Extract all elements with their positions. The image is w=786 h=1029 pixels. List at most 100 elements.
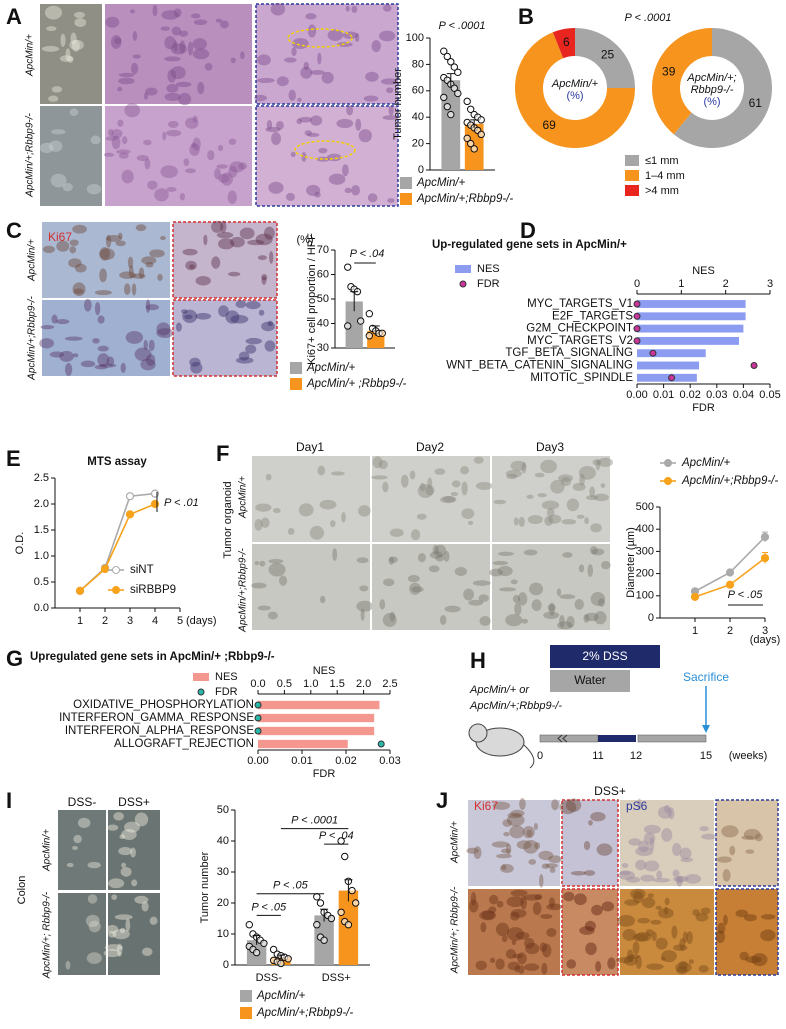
micrograph-texture [497, 565, 513, 577]
micrograph-texture [479, 910, 496, 921]
micrograph-texture [230, 236, 245, 248]
micrograph-texture [94, 290, 112, 296]
micrograph-texture [62, 182, 73, 192]
data-point [337, 908, 345, 916]
x-axis-title: (days) [750, 634, 781, 646]
micrograph-texture [173, 40, 178, 52]
micrograph-texture [149, 916, 158, 925]
micrograph-texture [461, 481, 468, 496]
data-point [351, 899, 360, 907]
micrograph-texture [51, 314, 58, 324]
y-tick-label: 0.0 [34, 602, 49, 614]
micrograph-texture [715, 930, 726, 944]
y-tick-label: 80 [412, 58, 424, 70]
micrograph-texture [121, 828, 137, 840]
fdr-dot [377, 740, 385, 748]
legend-label: siNT [130, 564, 154, 576]
micrograph-texture [480, 922, 487, 933]
micrograph-texture [240, 51, 245, 60]
donut-segment [673, 28, 773, 148]
micrograph-texture [583, 840, 591, 851]
p-value: P < .05 [728, 589, 764, 601]
micrograph-texture [517, 952, 527, 965]
micrograph-texture [688, 959, 694, 964]
micrograph-texture [679, 937, 686, 951]
micrograph-texture [228, 271, 241, 277]
legend-swatch [400, 193, 412, 205]
micrograph-texture [475, 960, 487, 971]
micrograph-texture [117, 86, 123, 92]
micrograph-texture [297, 97, 302, 102]
donut-center-label: ApcMin/+ [551, 78, 599, 90]
micrograph-texture [517, 592, 528, 606]
micrograph-texture [160, 165, 178, 179]
micrograph-texture [189, 143, 200, 157]
fdr-dot [254, 701, 262, 709]
micrograph-texture [607, 957, 616, 970]
gene-set-label: ALLOGRAFT_REJECTION [114, 738, 254, 750]
y-tick-label: 200 [636, 568, 654, 580]
micrograph-texture [254, 518, 263, 531]
micrograph-texture [296, 118, 303, 125]
micrograph-texture [523, 894, 542, 901]
micrograph-texture [141, 256, 157, 265]
x-tick-label: DSS+ [322, 972, 351, 984]
micrograph-texture [680, 857, 694, 863]
micrograph-texture [285, 192, 295, 201]
y-tick-label: 20 [217, 897, 229, 909]
y-tick-label: 60 [412, 85, 424, 97]
micrograph-texture [69, 39, 84, 51]
fdr-tick-label: 0.01 [291, 755, 312, 767]
micrograph-texture [99, 248, 115, 260]
micrograph-texture [265, 126, 281, 133]
micrograph-texture [463, 588, 474, 601]
data-point [252, 948, 261, 957]
micrograph-texture [60, 33, 66, 47]
micrograph-texture [657, 806, 673, 819]
micrograph-texture [638, 840, 650, 853]
micrograph-texture [667, 807, 675, 820]
side-label: Tumor organoid [222, 481, 234, 558]
micrograph-texture [526, 829, 533, 838]
micrograph-texture [120, 867, 132, 877]
micrograph-texture [379, 599, 386, 610]
micrograph-texture [723, 914, 728, 926]
micrograph-texture [754, 833, 763, 842]
micrograph-texture [673, 944, 688, 952]
micrograph-texture [171, 26, 182, 36]
chart-title: Up-regulated gene sets in ApcMin/+ [432, 239, 627, 251]
micrograph-texture [145, 304, 160, 311]
micrograph-texture [546, 927, 557, 938]
condition-label: DSS+ [594, 784, 626, 798]
micrograph-texture [71, 39, 80, 52]
micrograph-texture [359, 585, 369, 592]
micrograph-texture [192, 48, 210, 60]
micrograph-texture [645, 929, 654, 936]
micrograph-texture [266, 119, 273, 130]
micrograph-texture [410, 529, 421, 541]
micrograph-texture [192, 137, 201, 151]
micrograph-texture [563, 891, 575, 902]
micrograph-texture [700, 907, 711, 915]
micrograph-texture [572, 482, 586, 491]
micrograph-texture [538, 850, 554, 861]
micrograph-texture [238, 351, 250, 361]
row-label: ApcMin/+;Rbbp9-/- [27, 296, 38, 381]
micrograph-texture [534, 472, 545, 478]
micrograph-texture [650, 919, 662, 925]
micrograph-texture [534, 894, 543, 900]
micrograph-texture [64, 362, 73, 377]
micrograph-texture [131, 273, 146, 279]
donut-segment [515, 32, 635, 148]
micrograph-texture [652, 877, 671, 883]
y-axis-title: Diameter (µm) [625, 527, 637, 598]
y-tick-label: 10 [217, 928, 229, 940]
micrograph-texture [170, 43, 187, 55]
micrograph-texture [131, 879, 138, 887]
micrograph-texture [251, 582, 267, 589]
legend-swatch [240, 990, 252, 1002]
micrograph-texture [228, 166, 238, 178]
micrograph-texture [51, 86, 63, 93]
nes-bar [637, 324, 744, 333]
